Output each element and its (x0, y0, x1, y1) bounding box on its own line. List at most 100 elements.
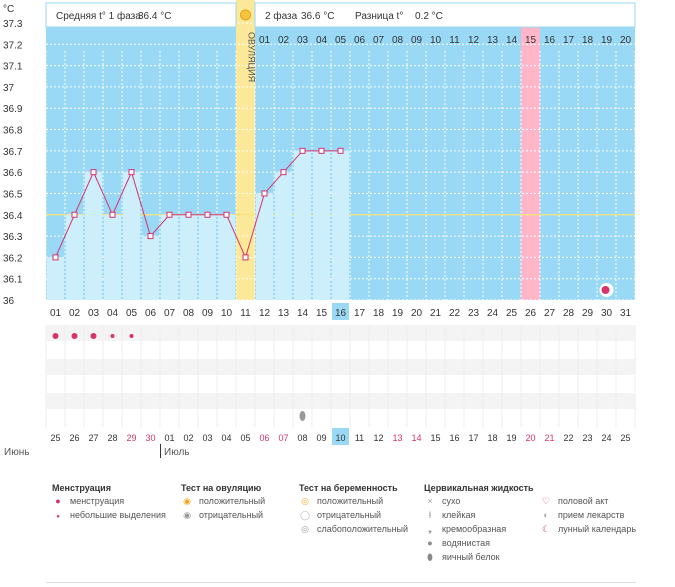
bottom-divider (46, 582, 636, 583)
cycle-day: 05 (126, 308, 138, 319)
cycle-day: 24 (487, 308, 499, 319)
temperature-point (147, 233, 154, 240)
cycle-day: 22 (449, 308, 461, 319)
bbt-chart: 37.3 37.2 37.1 37 36.9 36.8 36.7 36.6 36.5 36.4 36… (3, 0, 636, 445)
cycle-day: 27 (544, 308, 556, 319)
symptom-row (46, 376, 635, 392)
phase1-label: Средняя t° 1 фаза (56, 10, 141, 22)
calendar-date: 01 (164, 433, 174, 443)
small-drop-icon: ● (56, 514, 60, 520)
symptom-row (46, 359, 635, 375)
calendar-date: 18 (487, 433, 497, 443)
cycle-day: 07 (164, 308, 176, 319)
temperature-bar (66, 214, 83, 300)
y-tick-label: 36.8 (3, 126, 23, 137)
legend-cervical-eggwhite: ⬮ яичный белок (424, 552, 499, 563)
y-tick-label: 36.4 (3, 211, 23, 222)
calendar-date: 11 (355, 433, 364, 443)
ovulation-label: ОВУЛЯЦИЯ (247, 32, 257, 82)
calendar-date: 22 (563, 433, 573, 443)
moon-icon-shape (601, 286, 610, 294)
calendar-date: 20 (525, 433, 535, 443)
legend-cervical-dry: × сухо (424, 496, 460, 506)
month-june: Июнь (4, 447, 30, 458)
cycle-day: 13 (278, 308, 290, 319)
calendar-date: 21 (544, 433, 554, 443)
temperature-point (90, 169, 97, 176)
phase2-day-number: 08 (392, 35, 404, 46)
cycle-day: 21 (430, 308, 442, 319)
symptom-row (46, 325, 635, 341)
phase2-day-number: 09 (411, 35, 423, 46)
cycle-day: 30 (601, 308, 613, 319)
y-tick-label: 37 (3, 83, 15, 94)
legend-pregnancy-positive: ◎ положительный (299, 496, 383, 507)
temperature-point (52, 254, 59, 261)
temperature-point (299, 147, 306, 154)
phase2-day-number: 10 (430, 35, 442, 46)
phase2-day-number: 07 (373, 35, 385, 46)
phase1-box (45, 2, 237, 28)
phase2-day-number: 01 (259, 35, 271, 46)
legend-menstruation-light: ● небольшие выделения (52, 510, 166, 520)
cycle-day: 12 (259, 308, 271, 319)
legend-ovulation-positive: ◉ положительный (181, 496, 265, 507)
cycle-day: 11 (240, 308, 251, 319)
symptom-row (46, 410, 635, 426)
phase2-label: 2 фаза (265, 10, 298, 22)
heart-icon: ♡ (541, 496, 551, 506)
y-tick-label: 36.5 (3, 189, 23, 200)
calendar-date: 29 (126, 433, 136, 443)
legend-ovulation-negative: ◉ отрицательный (181, 510, 263, 521)
calendar-date: 06 (259, 433, 269, 443)
calendar-date: 17 (468, 433, 478, 443)
sun-icon: ◉ (183, 496, 191, 506)
temperature-bar (180, 214, 197, 300)
circle-icon: ◉ (183, 510, 191, 520)
legend-cervical-creamy: ❟ кремообразная (424, 524, 506, 535)
cycle-day: 19 (392, 308, 404, 319)
phase2-day-number: 17 (563, 35, 575, 46)
calendar-date: 03 (202, 433, 212, 443)
calendar-date: 07 (278, 433, 288, 443)
calendar-date: 19 (506, 433, 516, 443)
temperature-bar (332, 150, 349, 300)
temperature-point (71, 211, 78, 218)
today-calendar-marker (332, 428, 349, 445)
calendar-date: 15 (430, 433, 440, 443)
calendar-date: 27 (88, 433, 98, 443)
temperature-point (166, 211, 173, 218)
temperature-bar (275, 172, 292, 300)
temperature-line (55, 150, 341, 259)
legend-pregnancy-weak: ◎ слабоположительный (299, 524, 408, 535)
phase2-day-number: 20 (620, 35, 632, 46)
cycle-day: 09 (202, 308, 214, 319)
temperature-point (242, 254, 249, 261)
calendar-date: 26 (69, 433, 79, 443)
cycle-day: 29 (582, 308, 594, 319)
temperature-bar (142, 236, 159, 300)
temperature-point (185, 211, 192, 218)
drop-icon: ● (55, 496, 61, 506)
test-positive-icon: ◎ (301, 496, 309, 506)
temperature-bar (218, 214, 235, 300)
legend-ovulation-title: Тест на овуляцию (181, 483, 262, 493)
phase2-day-number: 03 (297, 35, 309, 46)
temperature-point (223, 211, 230, 218)
calendar-date: 05 (240, 433, 250, 443)
cycle-day: 17 (354, 308, 366, 319)
watery-drop-icon: ● (427, 538, 433, 548)
calendar-date: 14 (411, 433, 421, 443)
diff-value: 0.2 °C (415, 11, 443, 22)
phase2-day-number: 18 (582, 35, 594, 46)
calendar-date: 04 (221, 433, 231, 443)
temperature-point (261, 190, 268, 197)
legend-medication: ◐ прием лекарств (540, 510, 624, 520)
calendar-date: 24 (601, 433, 611, 443)
y-tick-label: 36.7 (3, 147, 23, 158)
egg-white-icon: ⬮ (427, 552, 433, 562)
menstruation-drop-icon (71, 333, 78, 339)
pill-icon: ◐ (543, 510, 549, 520)
temperature-bar (85, 172, 102, 300)
legend-cervical-watery: ● водянистая (424, 538, 490, 548)
